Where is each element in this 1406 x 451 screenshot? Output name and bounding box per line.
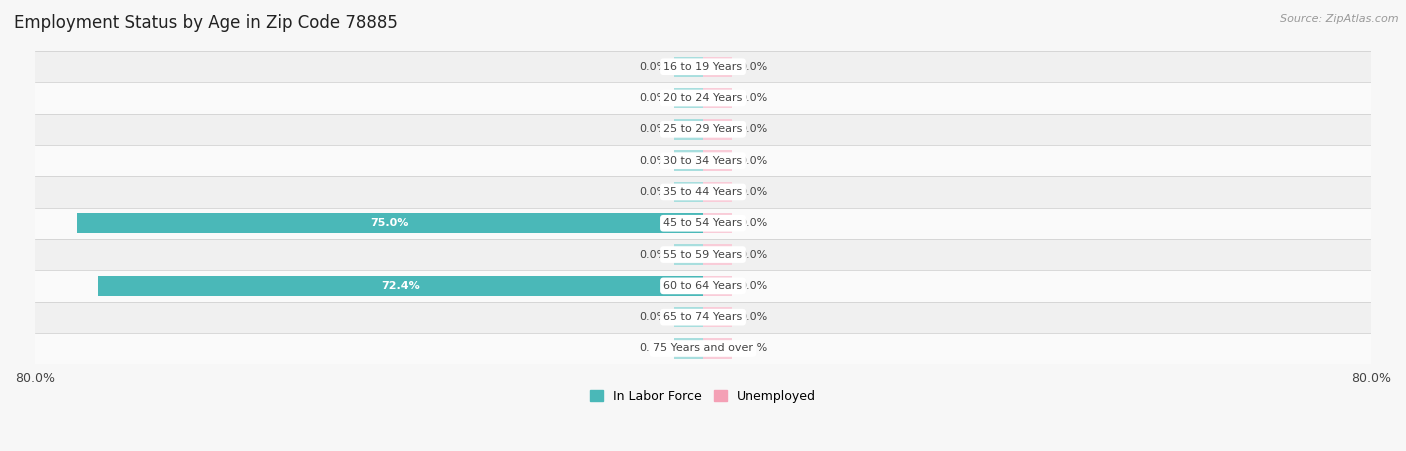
Text: 0.0%: 0.0%: [740, 62, 768, 72]
Text: 35 to 44 Years: 35 to 44 Years: [664, 187, 742, 197]
Text: 0.0%: 0.0%: [638, 62, 666, 72]
Bar: [35, 333, 1371, 364]
Text: 65 to 74 Years: 65 to 74 Years: [664, 312, 742, 322]
Text: 72.4%: 72.4%: [381, 281, 420, 291]
Text: 0.0%: 0.0%: [638, 312, 666, 322]
Text: 0.0%: 0.0%: [740, 249, 768, 260]
Text: 75 Years and over: 75 Years and over: [652, 344, 754, 354]
Text: 0.0%: 0.0%: [638, 156, 666, 166]
Text: 0.0%: 0.0%: [740, 93, 768, 103]
Text: 0.0%: 0.0%: [740, 218, 768, 228]
Bar: [703, 151, 733, 171]
Bar: [703, 119, 733, 139]
Text: 16 to 19 Years: 16 to 19 Years: [664, 62, 742, 72]
Legend: In Labor Force, Unemployed: In Labor Force, Unemployed: [585, 385, 821, 408]
Text: 0.0%: 0.0%: [740, 124, 768, 134]
Bar: [703, 276, 733, 296]
Bar: [673, 307, 703, 327]
Bar: [703, 307, 733, 327]
Text: Source: ZipAtlas.com: Source: ZipAtlas.com: [1281, 14, 1399, 23]
Bar: [673, 119, 703, 139]
Bar: [703, 56, 733, 77]
Bar: [35, 145, 1371, 176]
Text: 0.0%: 0.0%: [638, 249, 666, 260]
Bar: [35, 207, 1371, 239]
Text: Employment Status by Age in Zip Code 78885: Employment Status by Age in Zip Code 788…: [14, 14, 398, 32]
Bar: [35, 51, 1371, 83]
Text: 0.0%: 0.0%: [740, 344, 768, 354]
Text: 0.0%: 0.0%: [740, 281, 768, 291]
Bar: [673, 88, 703, 108]
Text: 45 to 54 Years: 45 to 54 Years: [664, 218, 742, 228]
Bar: [673, 151, 703, 171]
Bar: [98, 276, 703, 296]
Bar: [703, 88, 733, 108]
Text: 0.0%: 0.0%: [638, 124, 666, 134]
Text: 25 to 29 Years: 25 to 29 Years: [664, 124, 742, 134]
Text: 75.0%: 75.0%: [371, 218, 409, 228]
Bar: [35, 239, 1371, 270]
Text: 20 to 24 Years: 20 to 24 Years: [664, 93, 742, 103]
Text: 55 to 59 Years: 55 to 59 Years: [664, 249, 742, 260]
Text: 0.0%: 0.0%: [740, 312, 768, 322]
Bar: [703, 213, 733, 234]
Bar: [35, 270, 1371, 302]
Bar: [673, 56, 703, 77]
Bar: [673, 244, 703, 265]
Bar: [35, 83, 1371, 114]
Bar: [35, 114, 1371, 145]
Text: 0.0%: 0.0%: [638, 187, 666, 197]
Text: 30 to 34 Years: 30 to 34 Years: [664, 156, 742, 166]
Text: 0.0%: 0.0%: [740, 187, 768, 197]
Bar: [77, 213, 703, 234]
Text: 0.0%: 0.0%: [638, 344, 666, 354]
Text: 60 to 64 Years: 60 to 64 Years: [664, 281, 742, 291]
Bar: [35, 302, 1371, 333]
Bar: [35, 176, 1371, 207]
Bar: [673, 182, 703, 202]
Bar: [673, 338, 703, 359]
Text: 0.0%: 0.0%: [638, 93, 666, 103]
Bar: [703, 338, 733, 359]
Text: 0.0%: 0.0%: [740, 156, 768, 166]
Bar: [703, 182, 733, 202]
Bar: [703, 244, 733, 265]
